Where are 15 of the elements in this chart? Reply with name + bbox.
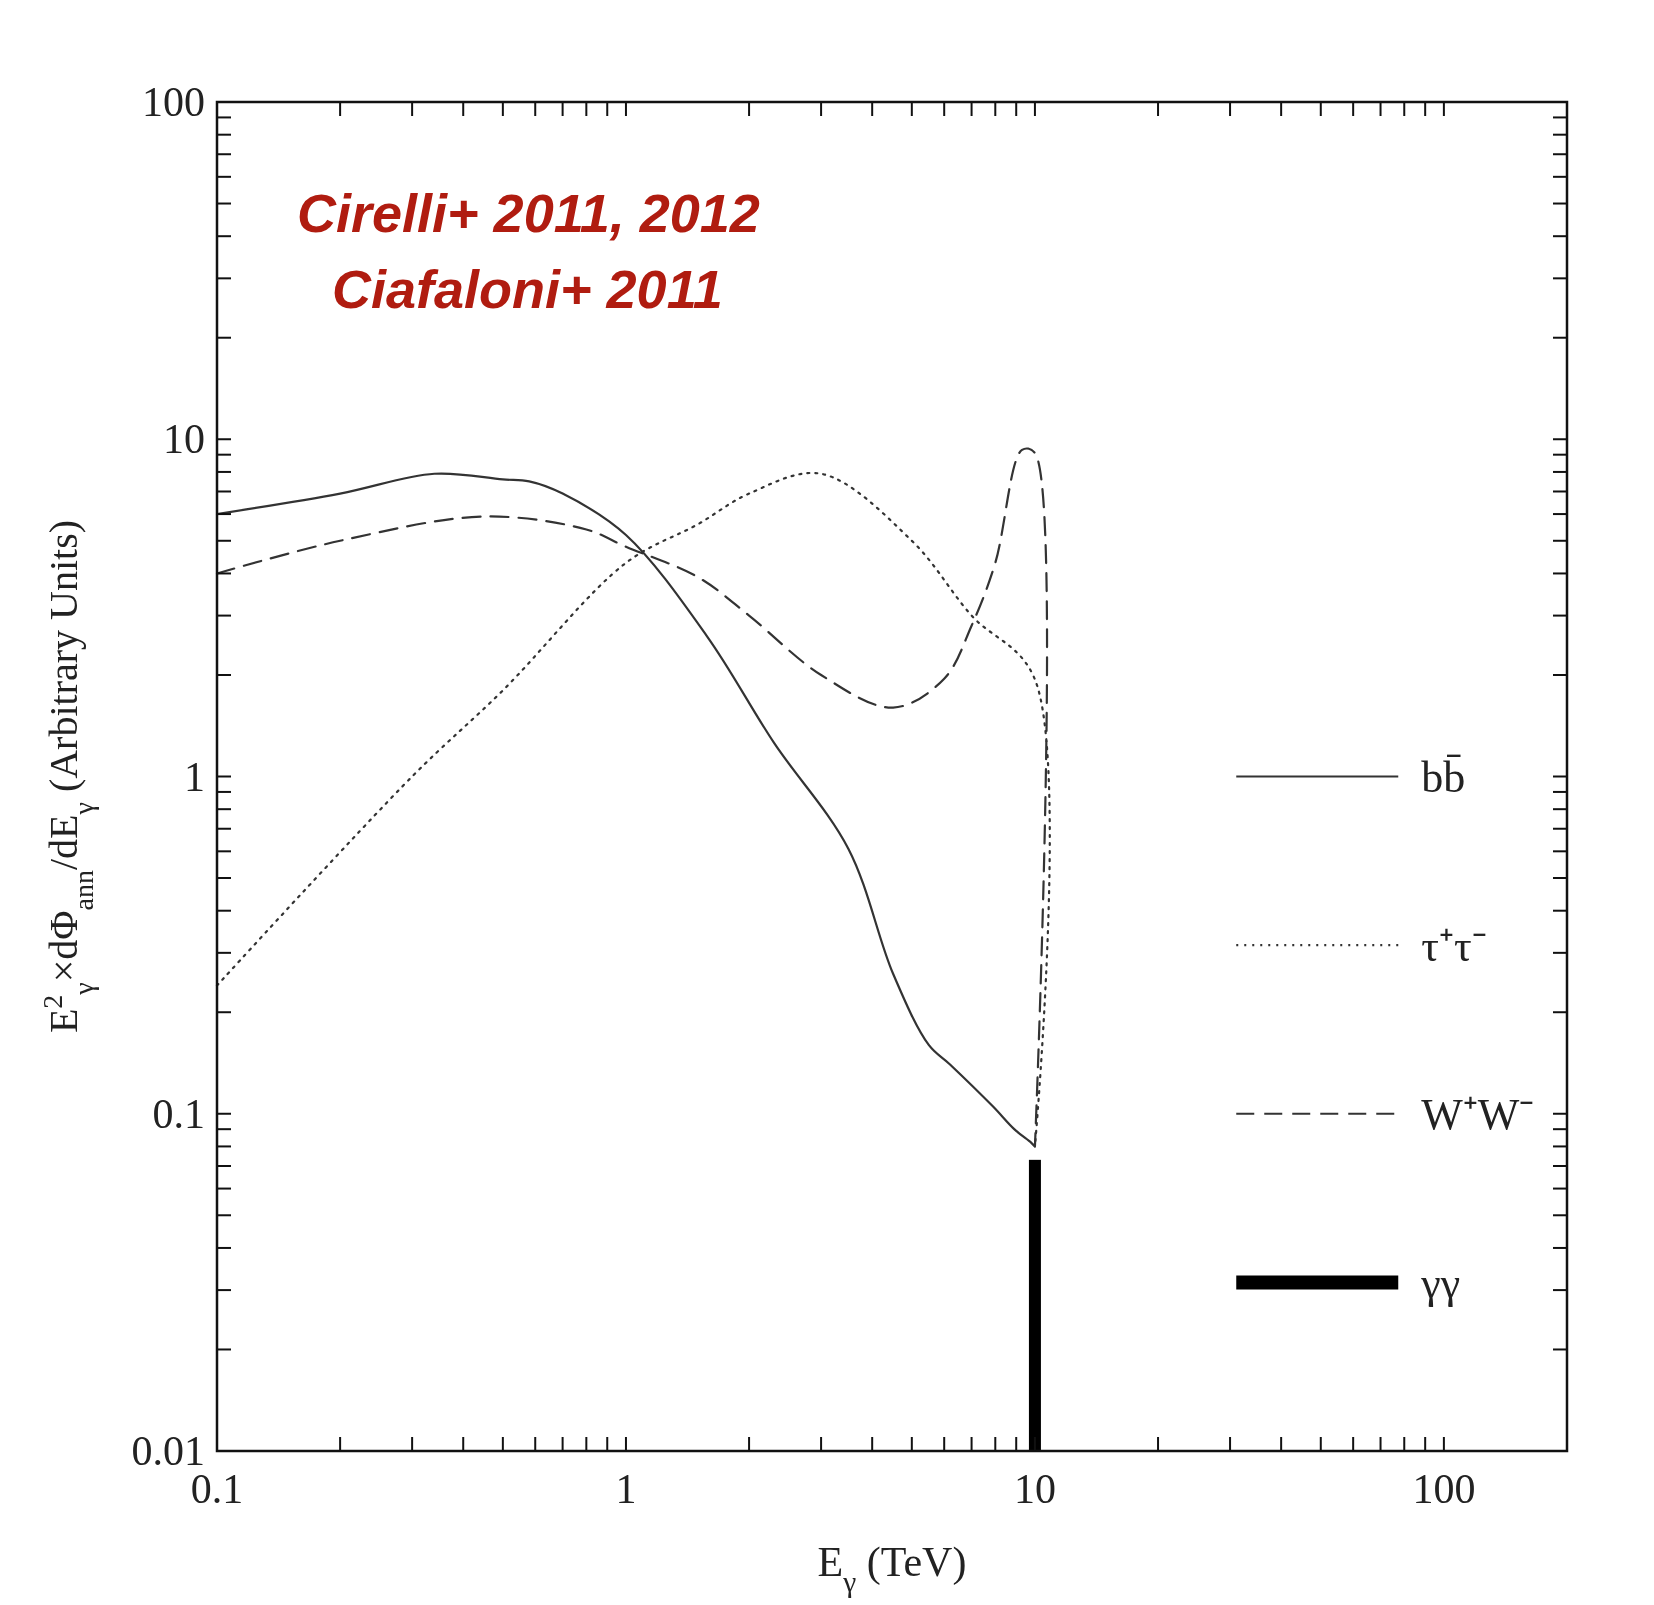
legend-label: bb̄ <box>1421 752 1466 802</box>
y-tick-label: 10 <box>163 416 205 463</box>
annotation: Cirelli+ 2011, 2012 <box>297 183 760 243</box>
y-tick-label: 100 <box>142 79 205 125</box>
legend-label: τ⁺τ⁻ <box>1421 921 1487 971</box>
y-tick-label: 0.1 <box>152 1090 205 1137</box>
x-tick-label: 1 <box>615 1466 637 1512</box>
x-tick-label: 100 <box>1412 1466 1476 1512</box>
x-axis-title: E$_{γ}$ (TeV) <box>817 1539 967 1598</box>
x-tick-label: 10 <box>1013 1466 1056 1512</box>
legend-label: γγ <box>1420 1258 1461 1308</box>
legend-label: W⁺W⁻ <box>1421 1090 1535 1140</box>
y-tick-label: 1 <box>184 753 205 800</box>
annotation: Ciafaloni+ 2011 <box>332 259 723 319</box>
y-tick-label: 0.01 <box>131 1428 205 1474</box>
